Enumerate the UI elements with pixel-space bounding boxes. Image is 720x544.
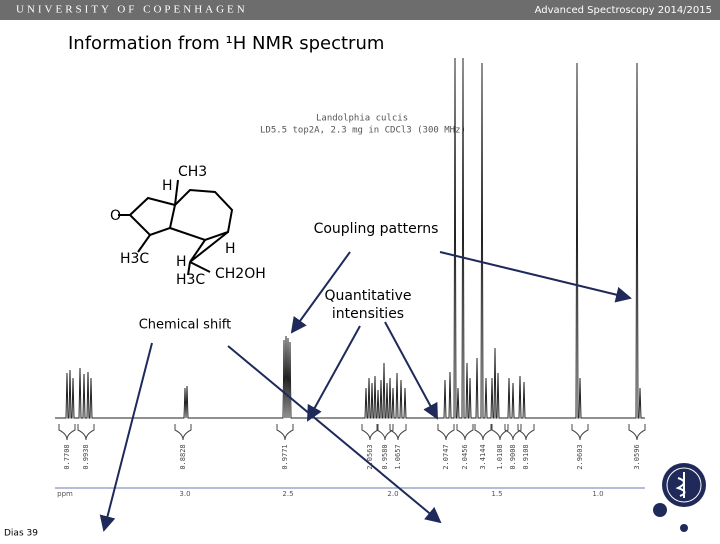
mol-label: H3C xyxy=(120,251,149,267)
university: UNIVERSITY OF COPENHAGEN xyxy=(16,4,248,16)
integral-bracket xyxy=(376,424,394,441)
integral-label: 2.0747 xyxy=(442,444,450,469)
integral-bracket xyxy=(58,424,76,441)
integral-label: 3.0596 xyxy=(633,444,641,469)
header-bar xyxy=(0,0,720,20)
mol-label: H xyxy=(225,241,236,257)
slide-number: Dias 39 xyxy=(4,529,38,539)
annotation: Coupling patterns xyxy=(314,221,439,237)
integral-bracket xyxy=(517,424,535,441)
integral-label: 0.7708 xyxy=(63,444,71,469)
integral-label: 2.0563 xyxy=(366,444,374,469)
integral-bracket xyxy=(628,424,646,441)
axis-label: 2.5 xyxy=(282,490,293,498)
mol-label: CH3 xyxy=(178,164,207,180)
spectrum-trace xyxy=(55,57,645,419)
mol-label: O xyxy=(110,208,121,224)
annotation: Chemical shift xyxy=(139,318,232,333)
axis-label: 1.0 xyxy=(592,490,603,498)
integral-bracket xyxy=(276,424,294,441)
integral-label: 1.0657 xyxy=(394,444,402,469)
slide-title: Information from ¹H NMR spectrum xyxy=(68,33,384,54)
integral-label: 0.9008 xyxy=(509,444,517,469)
axis-label: 2.0 xyxy=(387,490,398,498)
integral-label: 0.8828 xyxy=(179,444,187,469)
integral-bracket xyxy=(174,424,192,441)
axis-label: 3.0 xyxy=(179,490,190,498)
conditions: LD5.5 top2A, 2.3 mg in CDCl3 (300 MHz) xyxy=(260,126,466,136)
integral-label: 0.9938 xyxy=(82,444,90,469)
sample-name: Landolphia culcis xyxy=(316,114,408,124)
integral-label: 0.9108 xyxy=(522,444,530,469)
integral-bracket xyxy=(571,424,589,441)
axis-label: ppm xyxy=(57,490,73,498)
integral-label: 0.9771 xyxy=(281,444,289,469)
integral-bracket xyxy=(77,424,95,441)
integral-bracket xyxy=(491,424,509,441)
integral-bracket xyxy=(437,424,455,441)
arrows xyxy=(99,251,632,532)
mol-label: H xyxy=(176,254,187,270)
mol-label: H xyxy=(162,178,173,194)
integral-bracket xyxy=(361,424,379,441)
spectrum-line xyxy=(55,57,645,419)
integral-bracket xyxy=(389,424,407,441)
integral-label: 1.0108 xyxy=(496,444,504,469)
integral-bracket xyxy=(474,424,492,441)
integral-bracket xyxy=(504,424,522,441)
annotation: Quantitative xyxy=(324,288,411,304)
integral-label: 2.0456 xyxy=(461,444,469,469)
mol-label: CH2OH xyxy=(215,266,266,282)
integral-label: 2.9603 xyxy=(576,444,584,469)
course: Advanced Spectroscopy 2014/2015 xyxy=(535,5,712,16)
integral-bracket xyxy=(456,424,474,441)
logo xyxy=(653,463,706,532)
annotation: intensities xyxy=(332,306,404,322)
mol-label: H3C xyxy=(176,272,205,288)
axis-label: 1.5 xyxy=(491,490,502,498)
molecule-bonds xyxy=(118,179,234,276)
integral-label: 3.4144 xyxy=(479,444,487,469)
integral-label: 0.9580 xyxy=(381,444,389,469)
